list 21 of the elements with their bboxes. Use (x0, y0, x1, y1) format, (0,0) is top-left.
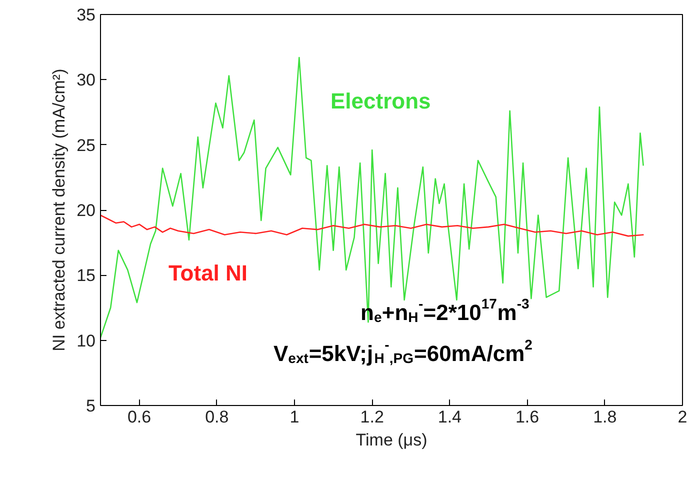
series-label: Electrons (330, 88, 431, 114)
y-tick-label: 30 (76, 70, 96, 90)
x-axis-title: Time (μs) (356, 430, 428, 450)
x-tick-label: 0.8 (205, 408, 229, 426)
x-tick-label: 0.6 (127, 408, 152, 426)
x-tick-label: 1 (290, 408, 300, 426)
y-axis-title: NI extracted current density (mA/cm²) (50, 68, 69, 352)
y-tick-label: 10 (76, 331, 96, 350)
line-series (100, 214, 644, 237)
x-tick-label: 1.6 (515, 408, 540, 426)
line-series (100, 56, 644, 338)
x-tick-label: 2 (678, 408, 688, 426)
x-tick-label: 1.4 (438, 408, 462, 426)
x-tick-label: 1.2 (360, 408, 384, 426)
x-tick-label: 1.8 (593, 408, 617, 426)
y-tick-label: 15 (76, 266, 96, 286)
series-label: Total NI (168, 260, 248, 286)
y-tick-label: 25 (76, 136, 96, 155)
y-tick-label: 20 (76, 201, 96, 220)
y-tick-label: 5 (86, 396, 96, 416)
y-tick-label: 35 (76, 6, 96, 24)
